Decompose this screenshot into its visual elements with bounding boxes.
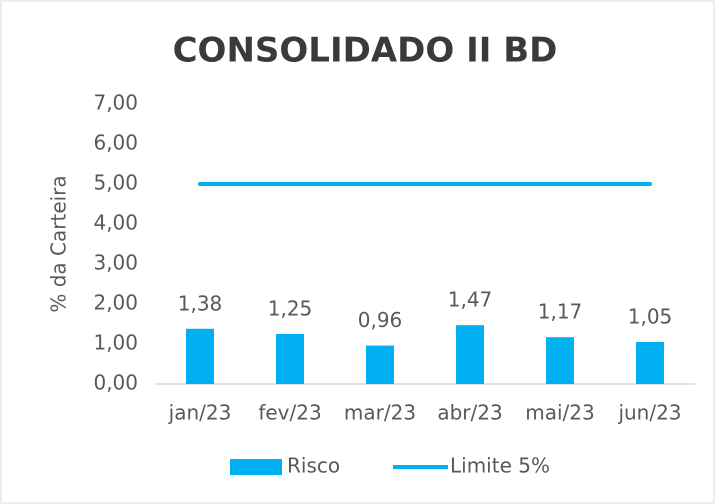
- data-label: 0,96: [358, 308, 403, 332]
- y-tick-label: 4,00: [93, 211, 138, 235]
- x-tick-label: mai/23: [525, 401, 594, 425]
- bar: [636, 342, 664, 384]
- bar: [456, 325, 484, 384]
- y-tick-label: 0,00: [93, 371, 138, 395]
- chart-title: CONSOLIDADO II BD: [173, 31, 558, 71]
- legend-swatch: [230, 459, 282, 475]
- bar: [546, 337, 574, 384]
- y-axis-label: % da Carteira: [47, 175, 71, 312]
- bar: [186, 328, 214, 384]
- legend-label: Limite 5%: [450, 454, 550, 478]
- bar: [366, 345, 394, 384]
- data-label: 1,17: [538, 300, 583, 324]
- data-label: 1,05: [628, 305, 673, 329]
- legend-label: Risco: [287, 454, 340, 478]
- y-tick-label: 2,00: [93, 291, 138, 315]
- x-tick-label: jan/23: [168, 401, 232, 425]
- y-tick-label: 5,00: [93, 171, 138, 195]
- y-tick-label: 1,00: [93, 331, 138, 355]
- data-label: 1,47: [448, 288, 493, 312]
- y-tick-label: 7,00: [93, 91, 138, 115]
- x-tick-label: jun/23: [617, 401, 681, 425]
- data-label: 1,38: [178, 291, 223, 315]
- data-label: 1,25: [268, 297, 313, 321]
- x-tick-label: mar/23: [344, 401, 416, 425]
- x-tick-label: abr/23: [437, 401, 502, 425]
- y-tick-label: 3,00: [93, 251, 138, 275]
- y-tick-label: 6,00: [93, 131, 138, 155]
- bar: [276, 334, 304, 384]
- x-tick-label: fev/23: [258, 401, 321, 425]
